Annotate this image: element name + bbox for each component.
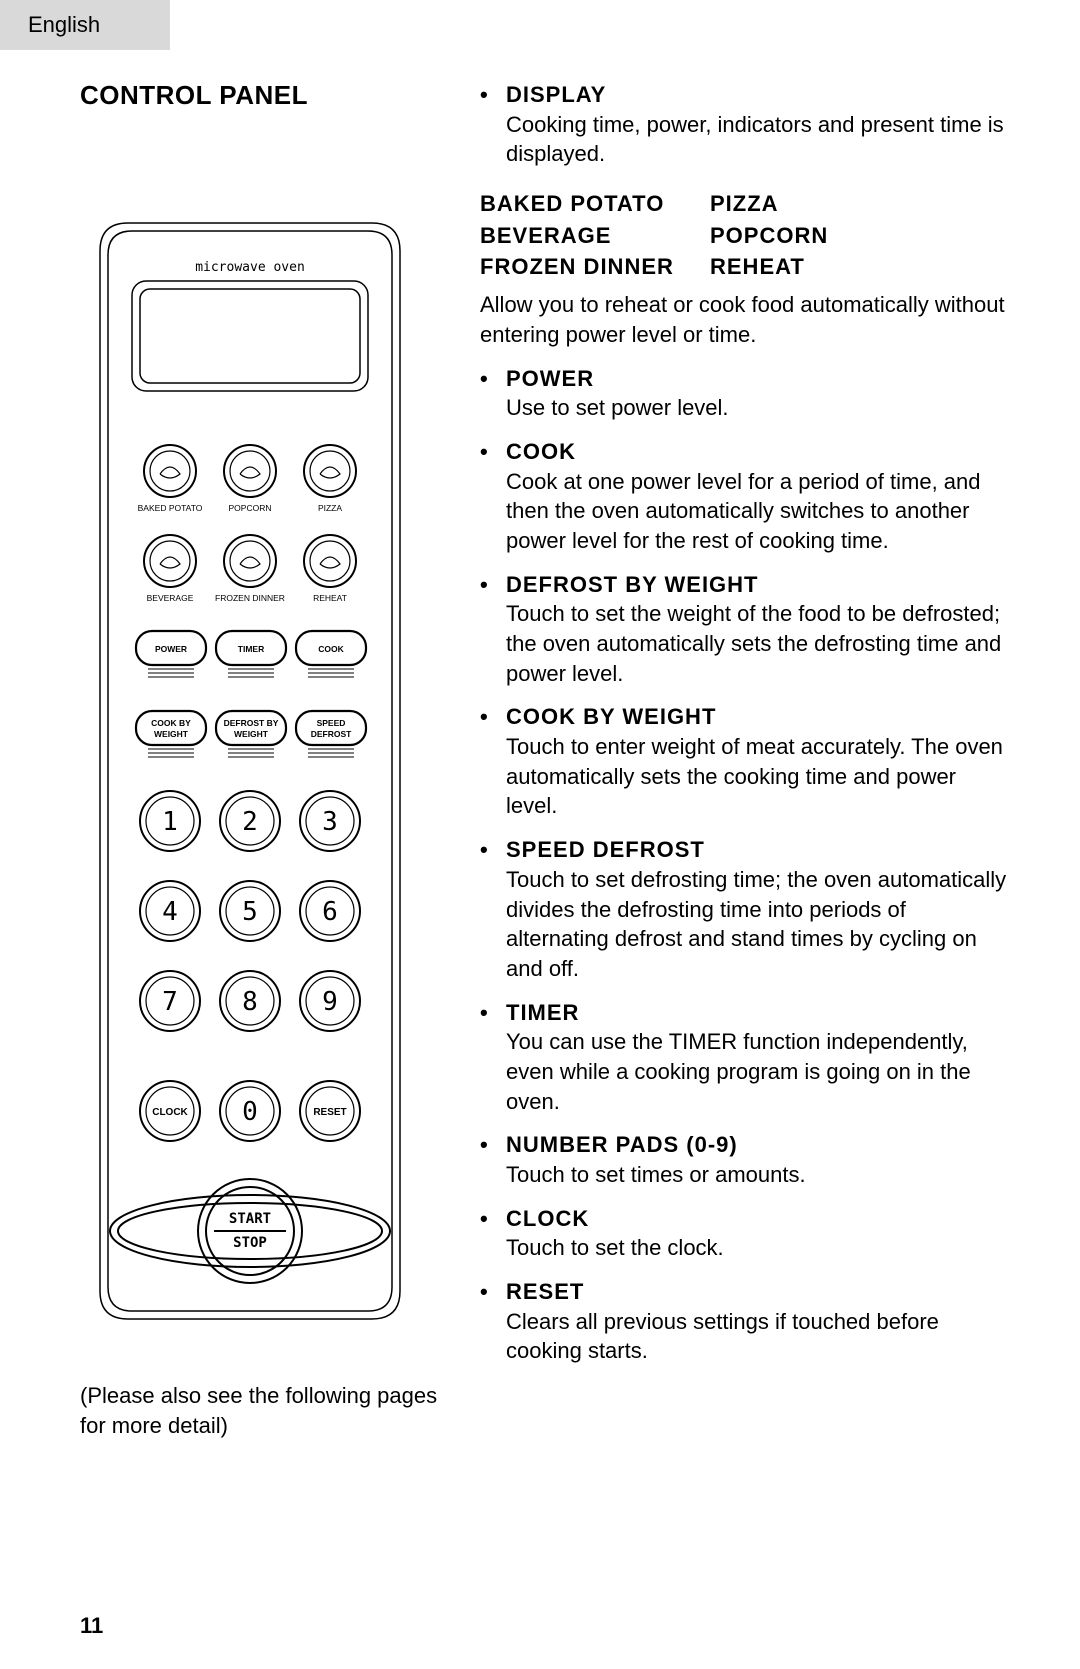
preset-button bbox=[224, 445, 276, 497]
function-button bbox=[216, 711, 286, 745]
bullet-head: COOK BY WEIGHT bbox=[506, 704, 716, 729]
preset-label: FROZEN DINNER bbox=[215, 593, 285, 603]
digit-label: 2 bbox=[242, 807, 258, 837]
right-column: • DISPLAY Cooking time, power, indicator… bbox=[460, 80, 1010, 1629]
bullet-dot: • bbox=[480, 437, 506, 556]
bullet-desc: Touch to set defrosting time; the oven a… bbox=[506, 867, 1006, 981]
preset-cell: POPCORN bbox=[710, 221, 1010, 251]
bullet-head: RESET bbox=[506, 1279, 584, 1304]
bullet-head: NUMBER PADS (0-9) bbox=[506, 1132, 738, 1157]
function-label: WEIGHT bbox=[234, 729, 269, 739]
bottom-label: 0 bbox=[242, 1097, 258, 1127]
bullet-desc: Cook at one power level for a period of … bbox=[506, 469, 981, 553]
bullet-desc: Touch to enter weight of meat accurately… bbox=[506, 734, 1003, 818]
function-label: DEFROST bbox=[311, 729, 352, 739]
preset-button bbox=[304, 535, 356, 587]
bottom-label: CLOCK bbox=[152, 1107, 188, 1118]
bullet-desc: Use to set power level. bbox=[506, 395, 729, 420]
bullet-head: TIMER bbox=[506, 1000, 579, 1025]
function-button bbox=[296, 711, 366, 745]
preset-label: BAKED POTATO bbox=[138, 503, 203, 513]
bullet-head: CLOCK bbox=[506, 1206, 589, 1231]
preset-grid: BAKED POTATO PIZZA BEVERAGE POPCORN FROZ… bbox=[480, 189, 1010, 282]
preset-label: POPCORN bbox=[229, 503, 272, 513]
bullet-dot: • bbox=[480, 998, 506, 1117]
digit-label: 8 bbox=[242, 987, 258, 1017]
preset-button bbox=[144, 445, 196, 497]
preset-label: PIZZA bbox=[318, 503, 342, 513]
bullet-display: • DISPLAY Cooking time, power, indicator… bbox=[480, 80, 1010, 169]
function-label: DEFROST BY bbox=[224, 718, 279, 728]
bullet-desc: Touch to set times or amounts. bbox=[506, 1162, 806, 1187]
digit-label: 7 bbox=[162, 987, 178, 1017]
preset-label: BEVERAGE bbox=[147, 593, 194, 603]
bullet-desc: Clears all previous settings if touched … bbox=[506, 1309, 939, 1364]
bullet-dot: • bbox=[480, 570, 506, 689]
preset-label: REHEAT bbox=[313, 593, 347, 603]
preset-desc: Allow you to reheat or cook food automat… bbox=[480, 290, 1010, 349]
bullet-desc: Touch to set the weight of the food to b… bbox=[506, 601, 1001, 685]
left-column: CONTROL PANEL microwave oven BAKED POTAT… bbox=[80, 80, 460, 1629]
bullet-item: •DEFROST BY WEIGHT Touch to set the weigh… bbox=[480, 570, 1010, 689]
control-panel-diagram: microwave oven BAKED POTATO POPCORN PIZZA B… bbox=[80, 211, 420, 1331]
function-label: SPEED bbox=[317, 718, 346, 728]
digit-label: 9 bbox=[322, 987, 338, 1017]
function-button bbox=[136, 711, 206, 745]
digit-label: 4 bbox=[162, 897, 178, 927]
bullet-dot: • bbox=[480, 80, 506, 169]
bullet-desc: You can use the TIMER function independe… bbox=[506, 1029, 971, 1113]
bullet-item: •COOK BY WEIGHT Touch to enter weight of … bbox=[480, 702, 1010, 821]
bullet-item: •POWER Use to set power level. bbox=[480, 364, 1010, 423]
function-label: COOK BY bbox=[151, 718, 191, 728]
bullet-head: DEFROST BY WEIGHT bbox=[506, 572, 759, 597]
section-title: CONTROL PANEL bbox=[80, 80, 460, 111]
function-label: POWER bbox=[155, 644, 187, 654]
digit-label: 3 bbox=[322, 807, 338, 837]
bullet-dot: • bbox=[480, 835, 506, 983]
bullet-item: •SPEED DEFROST Touch to set defrosting ti… bbox=[480, 835, 1010, 983]
function-label: WEIGHT bbox=[154, 729, 189, 739]
digit-label: 5 bbox=[242, 897, 258, 927]
page-number: 11 bbox=[80, 1613, 103, 1639]
function-label: COOK bbox=[318, 644, 344, 654]
function-label: TIMER bbox=[238, 644, 264, 654]
digit-label: 6 bbox=[322, 897, 338, 927]
bullet-item: •RESET Clears all previous settings if to… bbox=[480, 1277, 1010, 1366]
preset-button bbox=[224, 535, 276, 587]
bullet-head: SPEED DEFROST bbox=[506, 837, 705, 862]
bullet-dot: • bbox=[480, 702, 506, 821]
bullet-item: •NUMBER PADS (0-9) Touch to set times or … bbox=[480, 1130, 1010, 1189]
bullet-desc: Touch to set the clock. bbox=[506, 1235, 724, 1260]
preset-cell: FROZEN DINNER bbox=[480, 252, 710, 282]
language-tab: English bbox=[0, 0, 170, 50]
page-body: CONTROL PANEL microwave oven BAKED POTAT… bbox=[80, 80, 1010, 1629]
bullet-dot: • bbox=[480, 1277, 506, 1366]
bullet-head: DISPLAY bbox=[506, 82, 606, 107]
bullet-item: •TIMER You can use the TIMER function ind… bbox=[480, 998, 1010, 1117]
brand-text: microwave oven bbox=[195, 260, 305, 275]
preset-cell: BEVERAGE bbox=[480, 221, 710, 251]
preset-button bbox=[144, 535, 196, 587]
bullet-item: •COOK Cook at one power level for a perio… bbox=[480, 437, 1010, 556]
stop-label: STOP bbox=[233, 1235, 267, 1251]
preset-cell: BAKED POTATO bbox=[480, 189, 710, 219]
bullet-dot: • bbox=[480, 1130, 506, 1189]
language-tab-label: English bbox=[28, 12, 100, 38]
start-label: START bbox=[229, 1211, 271, 1227]
bullet-dot: • bbox=[480, 364, 506, 423]
preset-cell: REHEAT bbox=[710, 252, 1010, 282]
bullet-desc: Cooking time, power, indicators and pres… bbox=[506, 112, 1004, 167]
bottom-label: RESET bbox=[313, 1107, 346, 1118]
bullet-head: POWER bbox=[506, 366, 594, 391]
bullet-item: •CLOCK Touch to set the clock. bbox=[480, 1204, 1010, 1263]
bullet-head: COOK bbox=[506, 439, 576, 464]
digit-label: 1 bbox=[162, 807, 178, 837]
preset-cell: PIZZA bbox=[710, 189, 1010, 219]
panel-caption: (Please also see the following pages for… bbox=[80, 1381, 460, 1440]
bullet-dot: • bbox=[480, 1204, 506, 1263]
preset-button bbox=[304, 445, 356, 497]
